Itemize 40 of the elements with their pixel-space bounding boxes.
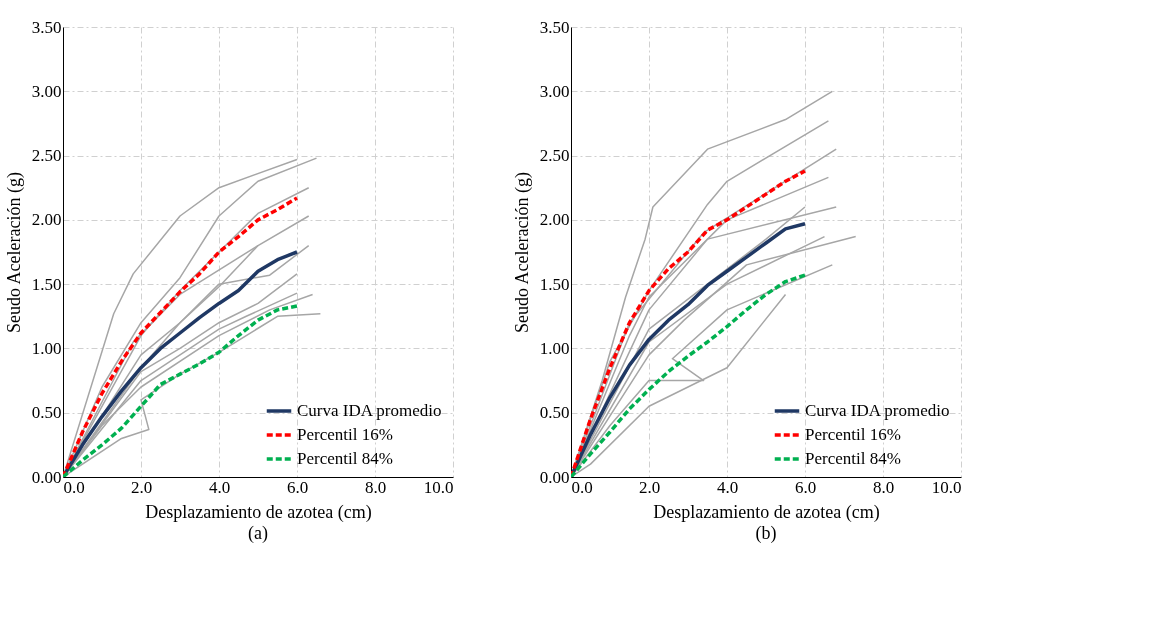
y-tick-label: 2.00 (539, 210, 570, 230)
y-tick-label: 3.00 (31, 81, 62, 101)
text: (b) (755, 523, 777, 544)
legend-label: Curva IDA promedio (297, 401, 442, 420)
legend-label: Percentil 16% (805, 425, 901, 444)
x-tick-label: 8.0 (872, 477, 895, 497)
y-tick-label: 2.50 (31, 146, 62, 166)
x-tick-label: 2.0 (130, 477, 153, 497)
legend-label: Percentil 84% (297, 449, 393, 468)
x-tick-label: 6.0 (794, 477, 817, 497)
y-tick-label: 0.00 (539, 467, 570, 487)
legend-label: Percentil 16% (297, 425, 393, 444)
y-tick-label: 2.00 (31, 210, 62, 230)
y-tick-label: 3.50 (539, 17, 570, 37)
x-tick-label: 0.0 (571, 477, 593, 497)
y-tick-label: 0.00 (31, 467, 62, 487)
x-tick-label: 0.0 (63, 477, 85, 497)
x-axis-title: Desplazamiento de azotea (cm) (653, 501, 880, 523)
y-tick-label: 0.50 (539, 403, 570, 423)
y-tick-label: 1.50 (31, 274, 62, 294)
legend-label: Curva IDA promedio (805, 401, 950, 420)
x-tick-label: 4.0 (716, 477, 739, 497)
x-axis-title: Desplazamiento de azotea (cm) (145, 501, 372, 523)
y-tick-label: 1.00 (31, 338, 62, 358)
y-tick-label: 1.00 (539, 338, 570, 358)
y-tick-label: 3.50 (31, 17, 62, 37)
x-tick-label: 10.0 (423, 477, 454, 497)
y-tick-label: 3.00 (539, 81, 570, 101)
x-tick-label: 4.0 (208, 477, 231, 497)
y-axis-title: Seudo Aceleración (g) (3, 172, 25, 333)
x-tick-label: 10.0 (931, 477, 962, 497)
y-axis-title: Seudo Aceleración (g) (511, 172, 533, 333)
y-tick-label: 1.50 (539, 274, 570, 294)
text: (a) (248, 523, 268, 544)
x-tick-label: 2.0 (638, 477, 661, 497)
legend-label: Percentil 84% (805, 449, 901, 468)
x-tick-label: 6.0 (286, 477, 309, 497)
y-tick-label: 2.50 (539, 146, 570, 166)
y-tick-label: 0.50 (31, 403, 62, 423)
x-tick-label: 8.0 (364, 477, 387, 497)
